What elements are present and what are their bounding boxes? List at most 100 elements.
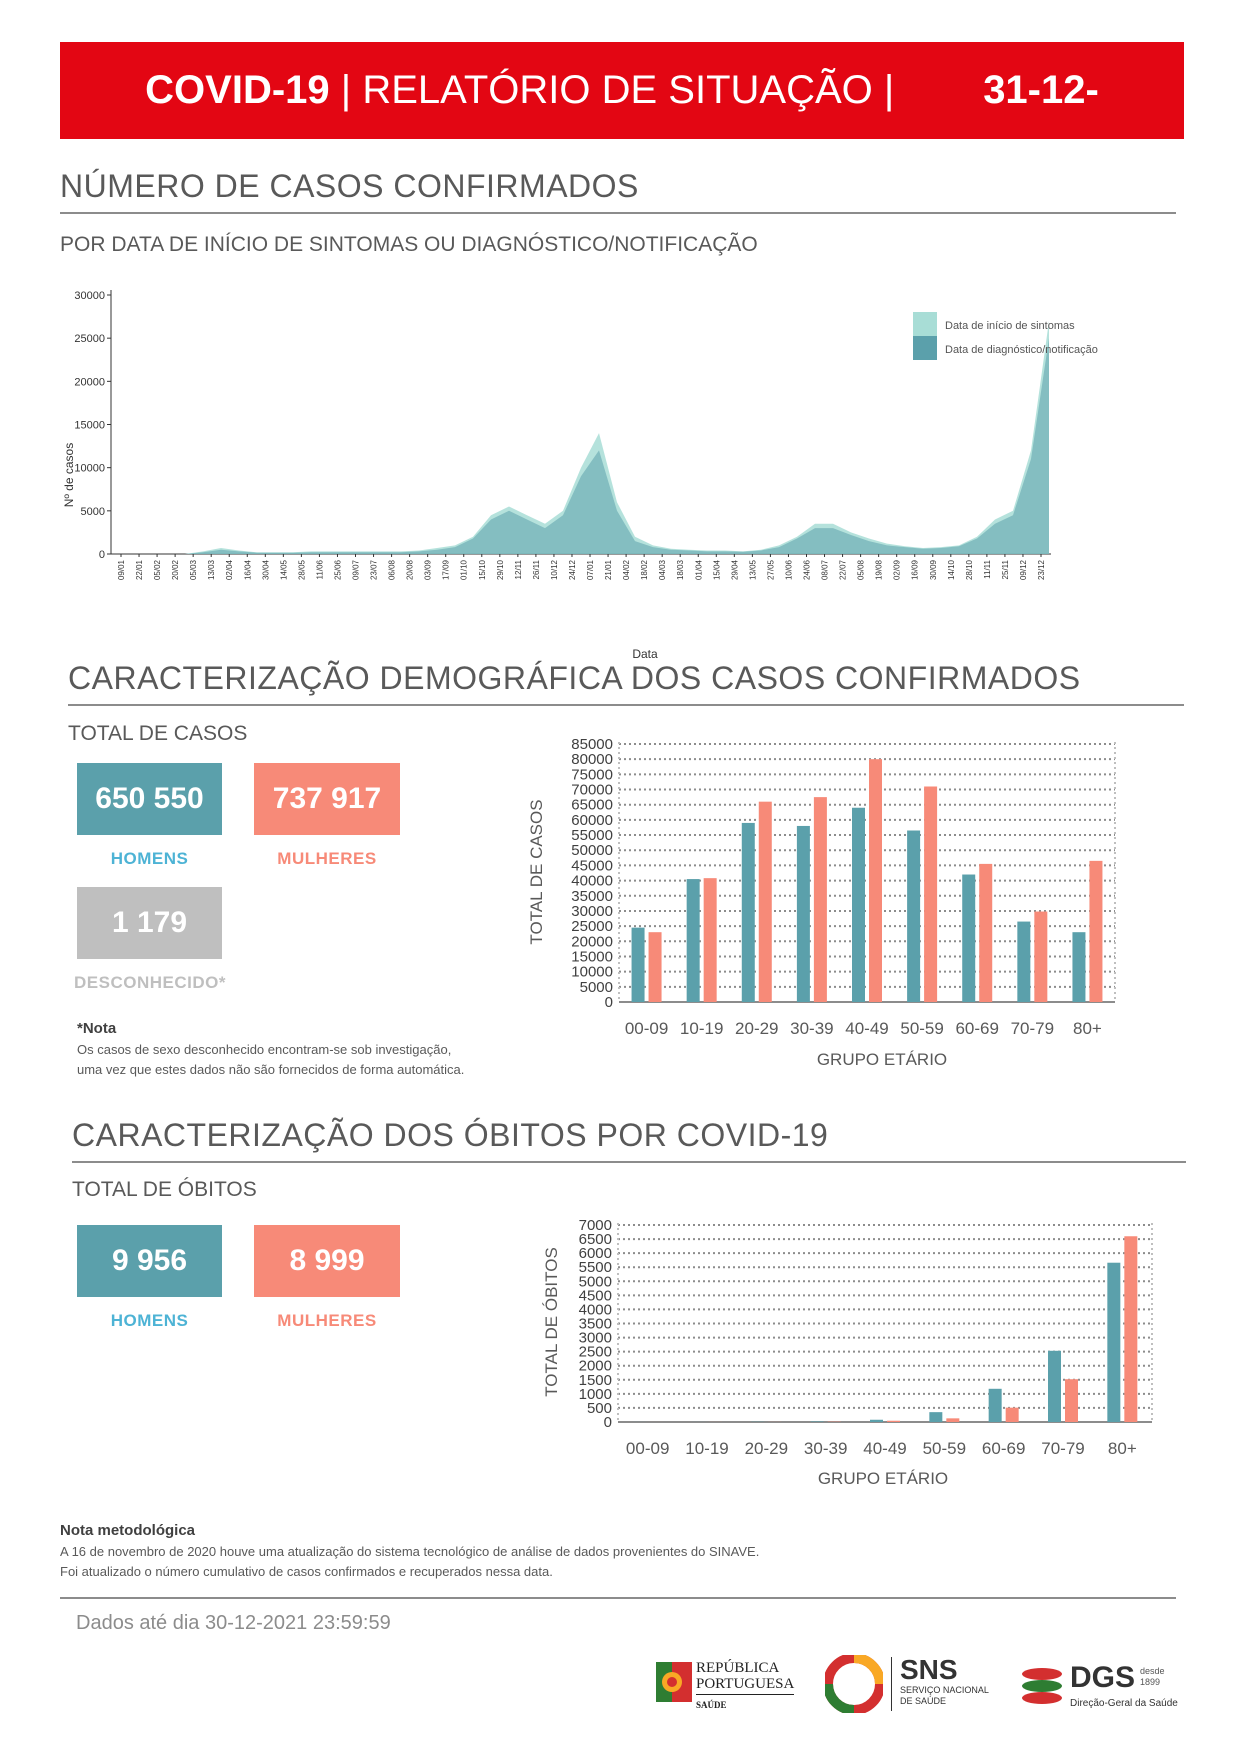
timeline-x-tick-label: 13/05 (748, 559, 757, 580)
db-bar-80+-s0 (1107, 1262, 1121, 1422)
db-y-tick-label: 2500 (579, 1344, 612, 1361)
timeline-x-tick-label: 14/05 (279, 559, 288, 580)
timeline-x-tick-label: 02/04 (225, 559, 234, 580)
logo-dgs-sub: Direção-Geral da Saúde (1070, 1698, 1178, 1709)
deaths-section-title: CARACTERIZAÇÃO DOS ÓBITOS POR COVID-19 (72, 1117, 829, 1153)
deaths-men-label: HOMENS (110, 1311, 189, 1330)
db-x-tick-label: 50-59 (923, 1439, 966, 1458)
timeline-x-tick-label: 16/04 (243, 559, 252, 580)
deaths-chart-y-axis: 0500100015002000250030003500400045005000… (579, 1217, 612, 1431)
cb-y-tick-label: 65000 (571, 797, 613, 814)
timeline-x-tick-label: 29/04 (730, 559, 739, 580)
header-separator-2: | (883, 68, 895, 112)
sns-emblem-icon (825, 1655, 883, 1713)
db-y-tick-label: 0 (604, 1414, 612, 1431)
deaths-section-rule (72, 1161, 1186, 1163)
timeline-x-tick-label: 10/06 (784, 559, 793, 580)
cases-women-box: 737 917 (254, 763, 400, 835)
cb-bar-50-59-s1 (924, 786, 938, 1002)
cb-y-tick-label: 50000 (571, 842, 613, 859)
timeline-x-tick-label: 08/07 (821, 559, 830, 580)
timeline-x-tick-label: 01/04 (694, 559, 703, 580)
timeline-x-tick-label: 12/11 (514, 559, 523, 579)
timeline-x-tick-label: 27/05 (766, 559, 775, 580)
demo-section-title: CARACTERIZAÇÃO DEMOGRÁFICA DOS CASOS CON… (68, 660, 1081, 696)
timeline-x-tick-label: 28/10 (965, 559, 974, 580)
cb-y-tick-label: 35000 (571, 888, 613, 905)
db-x-tick-label: 60-69 (982, 1439, 1025, 1458)
timeline-x-label: Data (632, 647, 658, 661)
timeline-x-tick-label: 16/09 (911, 559, 920, 580)
timeline-y-tick-label: 0 (99, 549, 105, 561)
db-y-tick-label: 7000 (579, 1217, 612, 1234)
timeline-x-tick-label: 14/10 (947, 559, 956, 580)
cases-men-label: HOMENS (110, 849, 189, 868)
db-y-tick-label: 4500 (579, 1287, 612, 1304)
db-x-tick-label: 30-39 (804, 1439, 847, 1458)
cb-y-tick-label: 75000 (571, 766, 613, 783)
db-y-tick-label: 6500 (579, 1231, 612, 1248)
timeline-y-tick-label: 10000 (74, 463, 105, 475)
header-title-report: RELATÓRIO DE SITUAÇÃO (362, 68, 873, 112)
db-bar-30-39-s0 (810, 1421, 824, 1422)
timeline-x-tick-label: 13/03 (207, 559, 216, 580)
deaths-women-label: MULHERES (277, 1311, 377, 1330)
timeline-x-tick-label: 24/06 (802, 559, 811, 580)
cb-y-tick-label: 70000 (571, 782, 613, 799)
logo-rp-line-2: PORTUGUESA (696, 1676, 795, 1695)
deaths-chart-grid (617, 1223, 1153, 1423)
cases-unknown-label: DESCONHECIDO* (74, 973, 226, 992)
deaths-women-box: 8 999 (254, 1225, 400, 1297)
deaths-chart-x-label: GRUPO ETÁRIO (818, 1469, 948, 1488)
dgs-logo: DGS desde 1899 Direção-Geral da Saúde (1020, 1660, 1190, 1715)
db-x-tick-label: 00-09 (626, 1439, 669, 1458)
timeline-x-tick-label: 18/02 (640, 559, 649, 580)
header-banner: COVID-19 | RELATÓRIO DE SITUAÇÃO | 31-12… (60, 42, 1184, 139)
legend-label-symptoms: Data de início de sintomas (945, 320, 1075, 332)
db-x-tick-label: 70-79 (1041, 1439, 1084, 1458)
db-bar-60-69-s1 (1005, 1407, 1019, 1422)
db-x-tick-label: 20-29 (745, 1439, 788, 1458)
cases-chart-y-label: TOTAL DE CASOS (527, 799, 546, 944)
db-bar-40-49-s0 (870, 1419, 883, 1422)
cases-by-age-chart: 0500010000150002000025000300003500040000… (527, 736, 1116, 1069)
sns-divider (891, 1657, 892, 1711)
db-x-tick-label: 40-49 (863, 1439, 906, 1458)
timeline-x-tick-label: 04/02 (622, 559, 631, 580)
cb-bar-20-29-s1 (758, 801, 772, 1002)
deaths-chart-x-axis: 00-09 10-19 20-29 30-39 40-49 50-59 60-69 70-79… (626, 1439, 1137, 1458)
timeline-x-axis: 09/01 22/01 05/02 20/02 05/03 13/03 02/04 16/04… (117, 554, 1046, 580)
cb-x-tick-label: 60-69 (955, 1019, 998, 1038)
demo-note-text: Os casos de sexo desconhecido encontram-… (77, 1040, 464, 1080)
cb-bar-30-39-s0 (796, 825, 810, 1002)
cb-x-tick-label: 50-59 (900, 1019, 943, 1038)
cb-bar-10-19-s1 (703, 878, 717, 1002)
db-bar-80+-s1 (1124, 1236, 1138, 1422)
cb-x-tick-label: 40-49 (845, 1019, 888, 1038)
timeline-legend: Data de início de sintomas Data de diagn… (913, 312, 1098, 360)
cb-x-tick-label: 20-29 (735, 1019, 778, 1038)
demo-section-subtitle: TOTAL DE CASOS (68, 722, 248, 745)
timeline-x-tick-label: 05/08 (857, 559, 866, 580)
cb-y-tick-label: 5000 (580, 979, 613, 996)
cb-y-tick-label: 25000 (571, 918, 613, 935)
demo-note-line-1: Os casos de sexo desconhecido encontram-… (77, 1042, 452, 1057)
cb-y-tick-label: 40000 (571, 873, 613, 890)
timeline-x-tick-label: 02/09 (893, 559, 902, 580)
deaths-section-subtitle: TOTAL DE ÓBITOS (72, 1178, 257, 1201)
cb-bar-30-39-s1 (813, 797, 827, 1002)
cb-bar-10-19-s0 (686, 879, 700, 1002)
cb-y-tick-label: 15000 (571, 948, 613, 965)
sns-logo: SNS SERVIÇO NACIONAL DE SAÚDE (825, 1655, 1005, 1715)
timeline-x-tick-label: 15/10 (478, 559, 487, 580)
republica-portuguesa-logo: REPÚBLICA PORTUGUESA SAÚDE (656, 1658, 816, 1713)
timeline-y-tick-label: 25000 (74, 333, 105, 345)
timeline-x-tick-label: 15/04 (712, 559, 721, 580)
cb-bar-60-69-s1 (979, 863, 993, 1002)
deaths-men-box: 9 956 (77, 1225, 222, 1297)
cb-x-tick-label: 30-39 (790, 1019, 833, 1038)
demo-section-rule (68, 704, 1184, 706)
db-y-tick-label: 2000 (579, 1358, 612, 1375)
timeline-x-tick-label: 06/08 (388, 559, 397, 580)
timeline-x-tick-label: 05/03 (189, 559, 198, 580)
